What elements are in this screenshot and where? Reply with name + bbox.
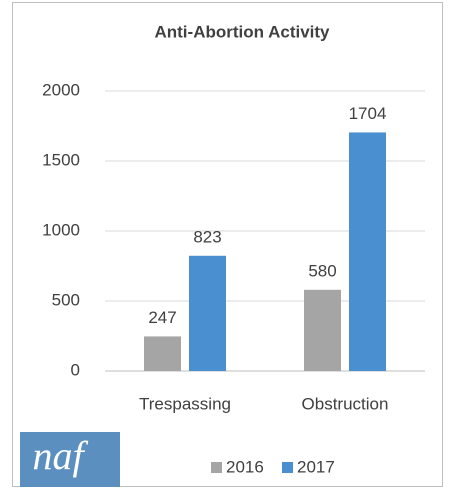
legend-label: 2016 [226,457,264,476]
bar [304,289,341,371]
x-tick-label: Obstruction [302,394,389,413]
y-tick-label: 1000 [42,220,80,239]
data-label: 1704 [349,104,387,123]
y-tick-label: 0 [71,360,80,379]
logo: naf [32,433,88,478]
logo-box [20,432,120,487]
legend-swatch [211,462,222,473]
bar [189,255,226,371]
data-label: 823 [193,227,221,246]
legend-swatch [282,462,293,473]
data-label: 247 [148,308,176,327]
data-label: 580 [308,261,336,280]
y-tick-label: 2000 [42,80,80,99]
bar [349,132,386,371]
legend-label: 2017 [297,457,335,476]
y-tick-label: 500 [52,290,80,309]
x-tick-label: Trespassing [139,394,231,413]
chart-title: Anti-Abortion Activity [154,22,330,41]
y-tick-label: 1500 [42,150,80,169]
bar [144,336,181,371]
